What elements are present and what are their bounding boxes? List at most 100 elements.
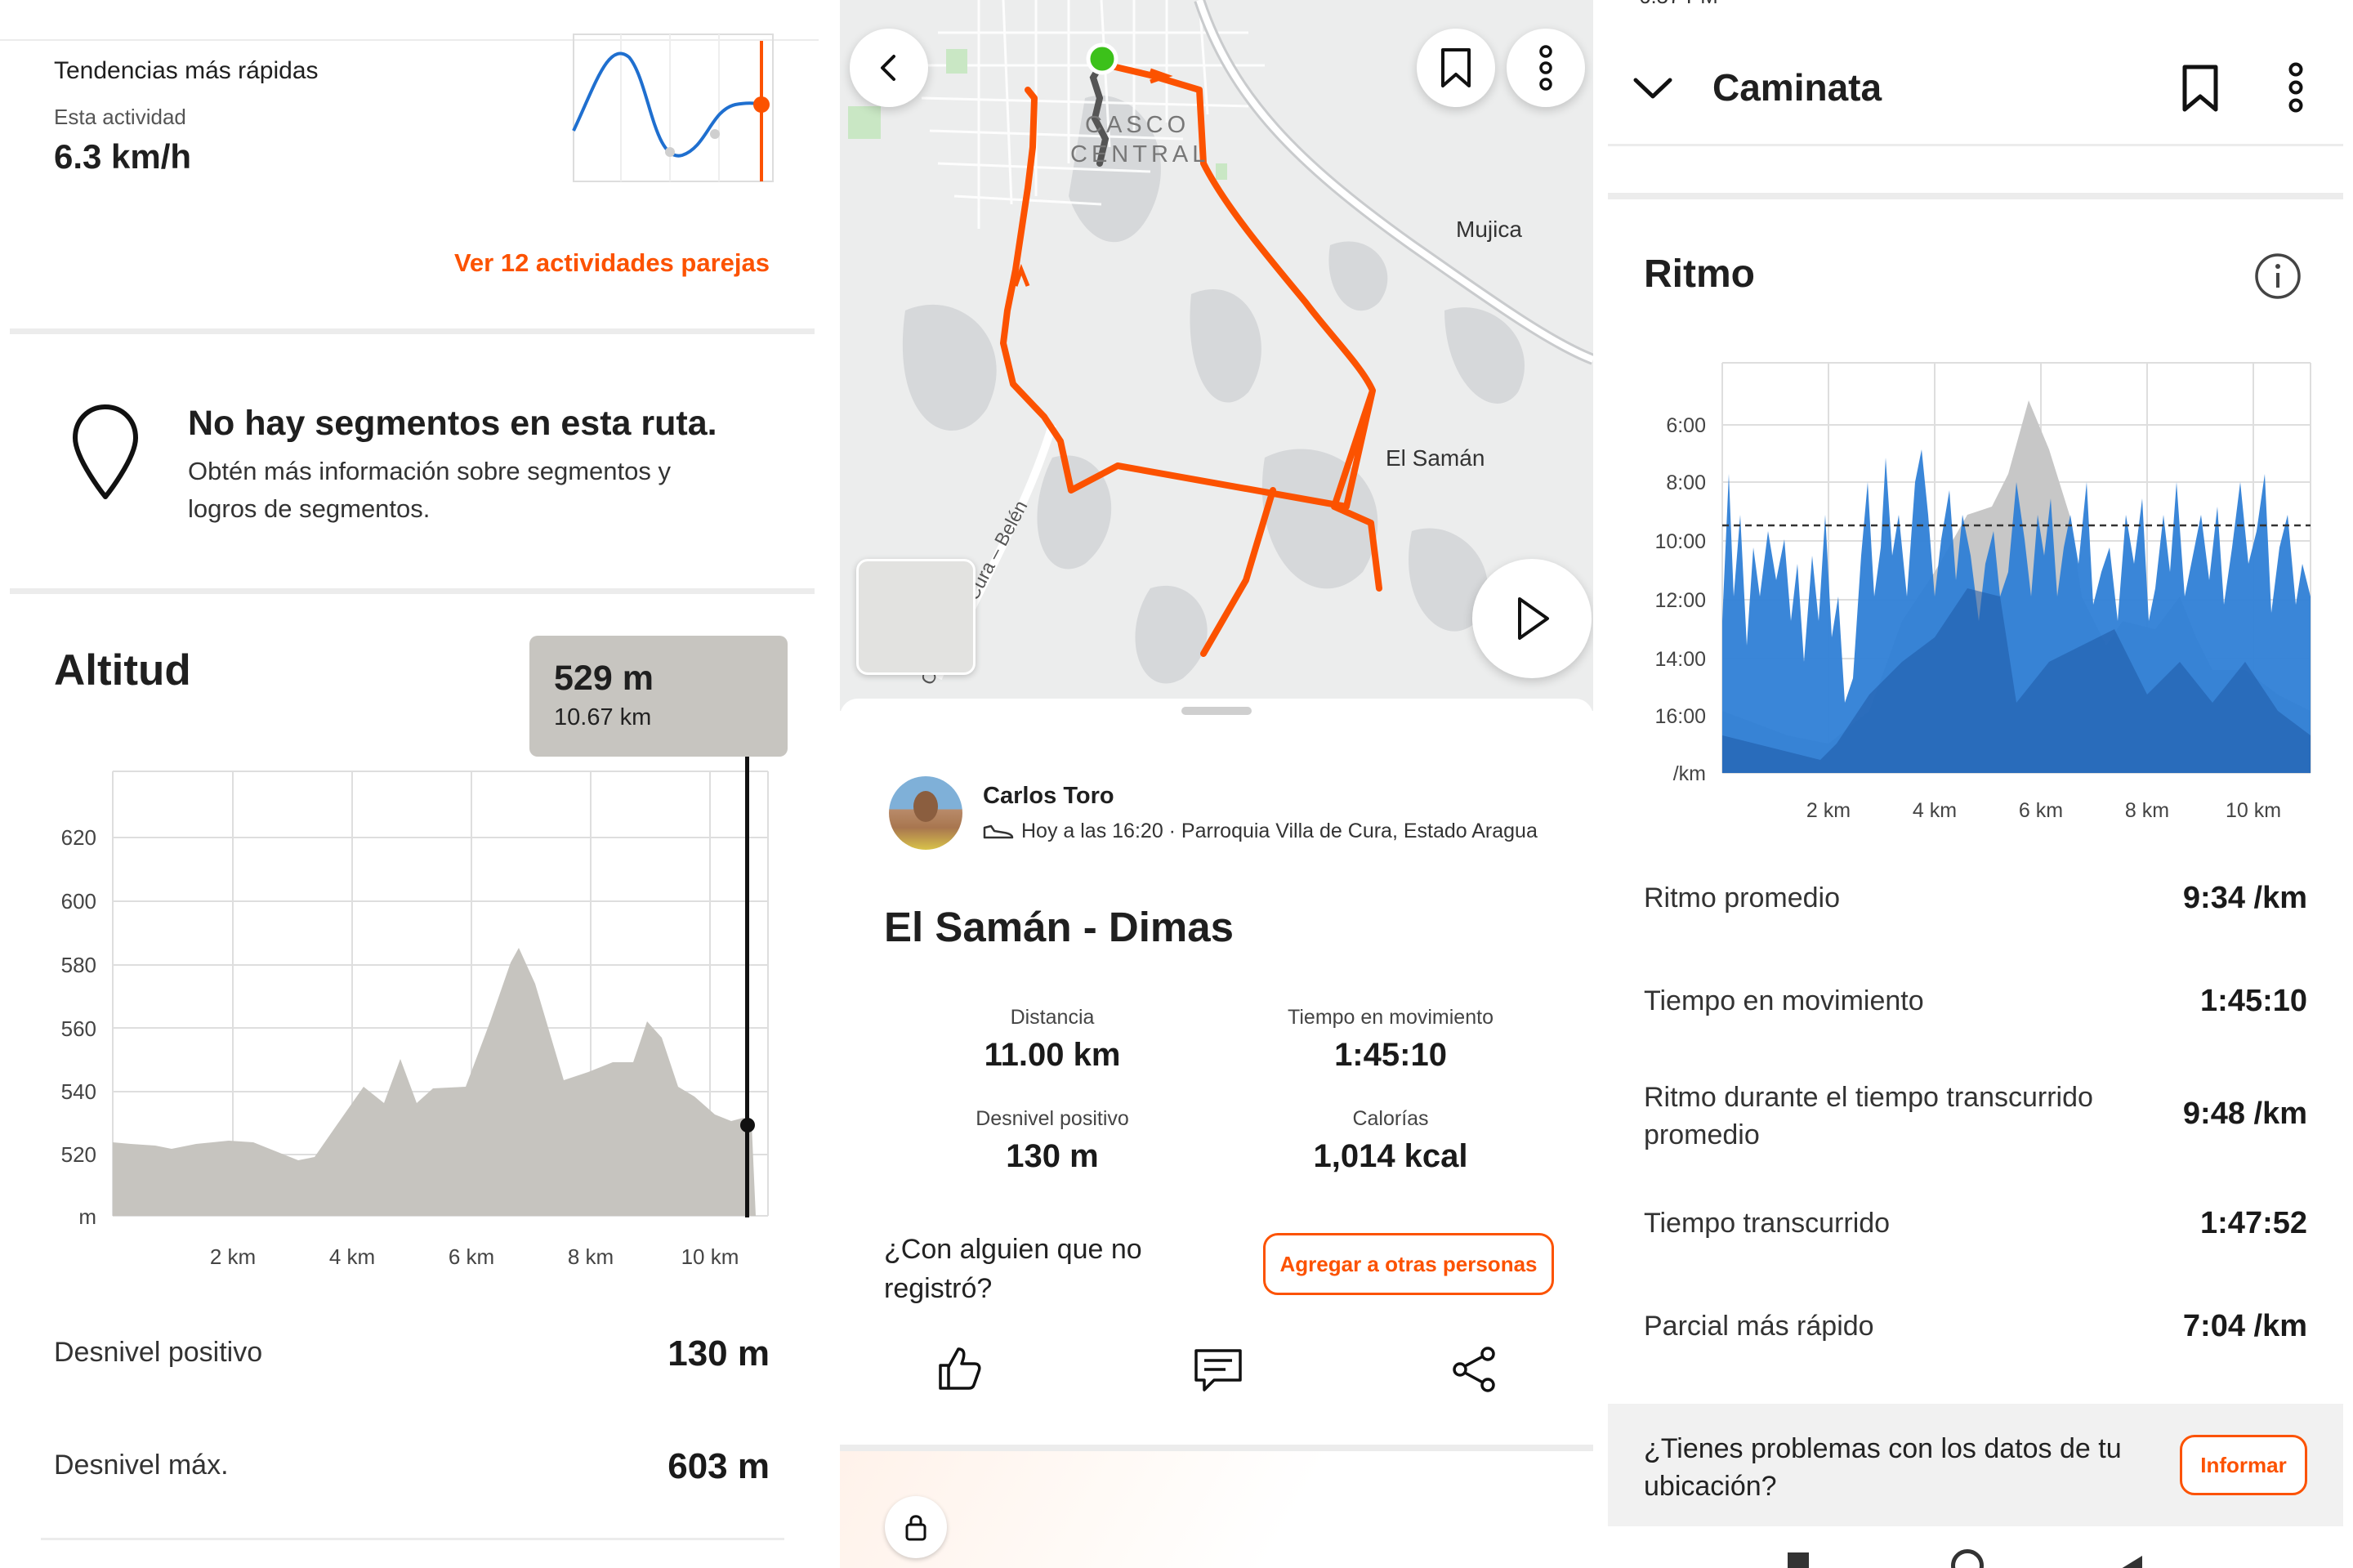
activity-sheet: Carlos Toro Hoy a las 16:20 · Parroquia … [840,699,1593,1450]
chevron-down-icon[interactable] [1631,72,1675,105]
altitude-tooltip: 529 m 10.67 km [529,636,788,757]
pace-chart: 6:00 8:00 10:00 12:00 14:00 16:00 /km 2 … [1654,362,2311,822]
pace-y-tick-6: 6:00 [1666,414,1706,437]
shoe-icon [983,824,1014,839]
athlete-name[interactable]: Carlos Toro [983,783,1114,809]
back-button[interactable] [850,29,928,107]
section-divider [10,588,815,594]
report-banner: ¿Tienes problemas con los datos de tu ub… [1608,1404,2343,1526]
comment-icon[interactable] [1193,1346,1243,1395]
section-divider [10,328,815,334]
activity-meta: Hoy a las 16:20 · Parroquia Villa de Cur… [1021,820,1538,842]
elev-gain-value: 130 m [668,1333,770,1374]
more-vertical-icon [1539,45,1552,91]
elapsed-pace-label: Ritmo durante el tiempo transcurrido pro… [1644,1082,2093,1150]
lock-icon [905,1515,926,1541]
chevron-left-icon [881,55,895,81]
header-title: Caminata [1712,66,1882,109]
elapsed-time-value: 1:47:52 [2200,1206,2307,1240]
similar-activities-link[interactable]: Ver 12 actividades parejas [453,248,770,277]
map-pin-icon [73,404,138,499]
more-vertical-icon[interactable] [2286,62,2306,113]
stat-distance-label: Distancia [1010,1006,1095,1029]
altitude-title: Altitud [54,646,191,695]
elapsed-time-label: Tiempo transcurrido [1644,1208,1891,1239]
avatar[interactable] [889,776,962,850]
segments-title: No hay segmentos en esta ruta. [188,404,717,443]
lock-badge [885,1496,947,1558]
segments-body: Obtén más información sobre segmentos y … [188,457,671,523]
elev-gain-label: Desnivel positivo [54,1337,263,1368]
tooltip-distance: 10.67 km [554,704,652,730]
altitude-scrub-dot [740,1118,755,1132]
bookmark-icon [1441,48,1471,87]
report-question: ¿Tienes problemas con los datos de tu ub… [1644,1433,2122,1502]
add-people-button[interactable]: Agregar a otras personas [1263,1233,1554,1295]
y-tick-620: 620 [61,825,96,850]
flyover-play-button[interactable] [1472,559,1592,678]
pace-x-tick-10km: 10 km [2226,799,2281,822]
elapsed-pace-value: 9:48 /km [2182,1097,2307,1131]
drag-handle[interactable] [1181,707,1252,715]
x-tick-4km: 4 km [329,1244,375,1269]
x-tick-10km: 10 km [681,1244,739,1269]
activity-title: El Samán - Dimas [884,904,1234,950]
map-label-central: CENTRAL [1070,141,1209,168]
report-button[interactable]: Informar [2180,1435,2307,1495]
pace-x-tick-2km: 2 km [1806,799,1851,822]
sheet-divider [840,1445,1593,1451]
avg-pace-label: Ritmo promedio [1644,882,1840,914]
info-icon[interactable] [2253,252,2302,301]
y-tick-unit: m [78,1204,96,1229]
pace-title: Ritmo [1644,252,1755,296]
pace-x-tick-4km: 4 km [1913,799,1957,822]
pace-y-tick-12: 12:00 [1654,589,1706,612]
stat-moving-time-label: Tiempo en movimiento [1288,1006,1494,1029]
y-tick-520: 520 [61,1142,96,1167]
stat-moving-time-value: 1:45:10 [1334,1037,1447,1073]
x-tick-2km: 2 km [210,1244,256,1269]
status-time: 6:57 PM [1639,0,1718,9]
route-map[interactable]: CASCO CENTRAL Mujica El Samán Ca Villa d… [840,0,1593,711]
bottom-divider [41,1538,784,1540]
trend-subtitle: Esta actividad [54,105,186,129]
pace-y-tick-14: 14:00 [1654,648,1706,671]
stat-elev-label: Desnivel positivo [976,1107,1129,1130]
max-elev-label: Desnivel máx. [54,1450,229,1481]
altitude-panel: Tendencias más rápidas Esta actividad 6.… [0,0,819,1568]
more-options-button[interactable] [1507,29,1585,107]
altitude-scrub-line[interactable] [745,757,749,1217]
kudos-thumb-icon[interactable] [934,1344,983,1393]
locked-card [840,1451,1593,1568]
y-tick-580: 580 [61,953,96,977]
stat-distance-value: 11.00 km [984,1037,1121,1073]
activity-panel: CASCO CENTRAL Mujica El Samán Ca Villa d… [840,0,1593,1568]
map-base: CASCO CENTRAL Mujica El Samán Ca Villa d… [848,0,1593,688]
add-people-question: ¿Con alguien que no registró? [884,1234,1142,1304]
share-icon[interactable] [1449,1344,1499,1395]
map-type-thumbnail[interactable] [856,559,976,675]
map-label-el-saman: El Samán [1386,445,1485,471]
section-divider [1608,193,2343,199]
nav-home-icon[interactable] [1951,1549,1984,1568]
nav-recents-icon[interactable] [1788,1552,1809,1568]
play-icon [1518,597,1549,640]
avatar-face [913,791,938,822]
pace-y-tick-unit: /km [1673,762,1706,785]
x-tick-6km: 6 km [449,1244,494,1269]
y-tick-560: 560 [61,1016,96,1041]
pace-x-tick-6km: 6 km [2019,799,2063,822]
pace-y-tick-8: 8:00 [1666,471,1706,494]
stat-calories-value: 1,014 kcal [1313,1138,1468,1174]
nav-back-icon[interactable] [2121,1556,2142,1568]
pace-x-tick-8km: 8 km [2125,799,2169,822]
tooltip-value: 529 m [554,659,654,698]
bookmark-icon[interactable] [2180,64,2221,113]
altitude-chart: 620 600 580 560 540 520 m 2 km 4 km 6 km… [61,771,769,1269]
bookmark-button[interactable] [1417,29,1495,107]
fastest-split-value: 7:04 /km [2182,1309,2307,1343]
header-divider [1608,144,2343,146]
stat-elev-value: 130 m [1006,1138,1099,1174]
trend-sparkline [572,34,774,182]
fastest-split-label: Parcial más rápido [1644,1311,1874,1342]
